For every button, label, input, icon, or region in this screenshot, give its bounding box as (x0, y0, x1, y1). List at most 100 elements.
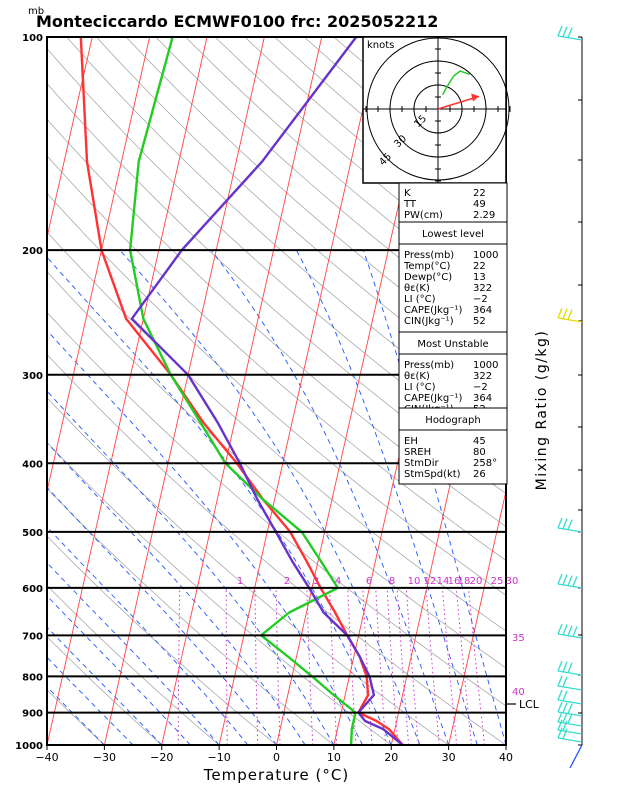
index-value: 49 (473, 199, 486, 210)
wind-barb-flag (558, 518, 562, 528)
pressure-tick-label: 200 (22, 246, 43, 257)
wind-barb-flag (558, 574, 562, 584)
index-label: Dewp(°C) (404, 272, 452, 283)
mixing-ratio-label: 12 (424, 576, 437, 587)
mixing-ratio-label: 1 (237, 576, 243, 587)
mixing-ratio-axis-label: Mixing Ratio (g/kg) (534, 330, 550, 491)
moist-adiabat-line (0, 250, 363, 745)
wind-barb-flag (573, 576, 577, 586)
index-label: SREH (404, 447, 431, 458)
indices-section-title: Hodograph (425, 415, 480, 426)
mixing-ratio-line (406, 588, 418, 745)
index-label: K (404, 188, 411, 199)
index-label: θε(K) (404, 371, 430, 382)
lcl-label: LCL (519, 698, 540, 711)
mixing-ratio-label: 25 (491, 576, 504, 587)
x-tick-label: 20 (384, 751, 398, 764)
index-label: CAPE(Jkg⁻¹) (404, 393, 462, 404)
mixing-ratio-label: 2 (284, 576, 290, 587)
indices-section-title: Most Unstable (417, 339, 488, 350)
wind-barb-flag (568, 520, 572, 530)
x-tick-label: −20 (150, 751, 173, 764)
wind-barb-flag (558, 690, 562, 700)
surface-wind-barb (570, 745, 582, 768)
hodograph-unit-label: knots (367, 40, 394, 51)
wind-barb-flag (563, 662, 567, 672)
x-tick-label: 10 (327, 751, 341, 764)
x-tick-label: 40 (499, 751, 513, 764)
wind-barb-flag (568, 576, 572, 586)
index-value: 322 (473, 371, 492, 382)
index-label: LI (°C) (404, 382, 436, 393)
x-tick-label: −10 (208, 751, 231, 764)
mixing-ratio-line (255, 588, 258, 745)
mixing-ratio-line (397, 588, 408, 745)
mixing-ratio-line (276, 588, 280, 745)
mixing-ratio-label: 30 (506, 576, 519, 587)
x-tick-label: 30 (442, 751, 456, 764)
moist-adiabat-line (0, 250, 133, 745)
chart-title: Monteciccardo ECMWF0100 frc: 2025052212 (36, 12, 438, 31)
pressure-tick-label: 400 (22, 459, 43, 470)
pressure-tick-label: 500 (22, 528, 43, 539)
isotherm-line (162, 37, 322, 745)
isotherm-line (104, 37, 264, 745)
mixing-ratio-line (387, 588, 398, 745)
mixing-ratio-line (226, 588, 227, 745)
pressure-tick-label: 100 (22, 33, 43, 44)
pressure-tick-label: 900 (22, 709, 43, 720)
index-value: 22 (473, 188, 486, 199)
isotherm-line (219, 37, 379, 745)
index-label: PW(cm) (404, 210, 443, 221)
mixing-ratio-label: 4 (335, 576, 341, 587)
x-tick-label: 0 (273, 751, 280, 764)
index-value: 80 (473, 447, 486, 458)
index-label: Press(mb) (404, 250, 454, 261)
index-label: Temp(°C) (403, 261, 451, 272)
index-label: EH (404, 436, 418, 447)
index-label: StmSpd(kt) (404, 469, 461, 480)
wind-barb-flag (558, 702, 562, 712)
wind-barb-flag (568, 28, 572, 38)
wind-barb-shaft (558, 318, 582, 322)
index-value: 322 (473, 283, 492, 294)
wind-barb-flag (558, 624, 562, 634)
x-tick-label: −30 (93, 751, 116, 764)
x-axis-label: Temperature (°C) (203, 766, 349, 784)
wind-barb-flag (563, 677, 567, 687)
moist-adiabat-line (0, 250, 219, 745)
index-value: 52 (473, 316, 486, 327)
wind-barb-shaft (558, 738, 582, 742)
index-label: θε(K) (404, 283, 430, 294)
index-value: 2.29 (473, 210, 495, 221)
moist-adiabat-line (41, 250, 392, 745)
wind-barb-flag (573, 626, 577, 636)
index-value: 26 (473, 469, 486, 480)
wind-barb-flag (563, 27, 567, 37)
wind-barb-flag (563, 691, 567, 701)
index-value: 1000 (473, 250, 498, 261)
index-value: 13 (473, 272, 486, 283)
mixing-ratio-label: 20 (470, 576, 483, 587)
mixing-ratio-label: 10 (408, 576, 421, 587)
index-value: 364 (473, 305, 492, 316)
mixing-ratio-line (469, 588, 485, 745)
wind-barb-flag (568, 714, 572, 724)
mixing-ratio-label: 8 (389, 576, 395, 587)
moist-adiabat-line (0, 250, 190, 745)
index-label: StmDir (404, 458, 439, 469)
index-label: CAPE(Jkg⁻¹) (404, 305, 462, 316)
dry-adiabat-line (7, 37, 618, 745)
wind-barb-flag (563, 519, 567, 529)
wind-barb-flag (568, 704, 572, 714)
index-value: −2 (473, 382, 488, 393)
x-tick-label: −40 (35, 751, 58, 764)
wind-barb-shaft (558, 528, 582, 532)
indices-section-title: Lowest level (422, 229, 484, 240)
moist-adiabat-line (0, 250, 248, 745)
wind-barb-shaft (558, 584, 582, 588)
pressure-tick-label: 600 (22, 584, 43, 595)
